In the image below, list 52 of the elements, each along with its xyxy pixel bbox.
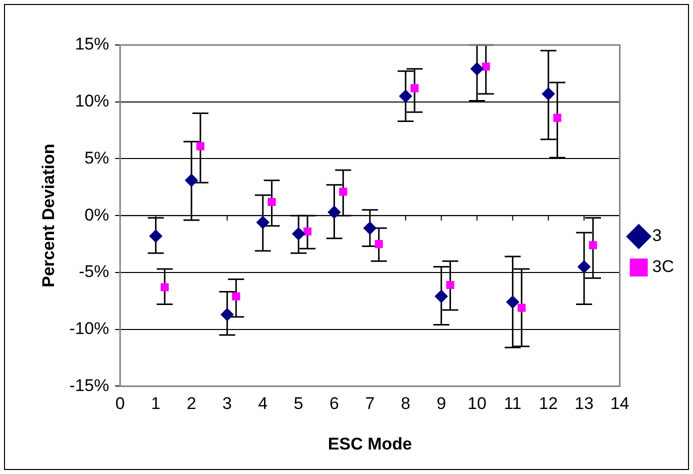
- x-tick-label: 2: [186, 394, 196, 414]
- y-tick-label: -5%: [78, 262, 110, 282]
- point: [482, 62, 490, 71]
- point: [339, 188, 348, 196]
- point: [553, 114, 562, 122]
- x-tick-label: 10: [468, 394, 486, 414]
- x-tick-label: 8: [400, 394, 410, 414]
- y-axis-title: Percent Deviation: [38, 144, 58, 288]
- point: [328, 206, 341, 219]
- x-tick-label: 1: [151, 394, 161, 414]
- point: [399, 90, 412, 103]
- y-tick-label: -10%: [69, 319, 110, 338]
- point: [434, 290, 448, 303]
- y-tick-label: 5%: [84, 148, 110, 168]
- x-axis-title: ESC Mode: [328, 434, 412, 454]
- y-tick-label: -15%: [69, 376, 110, 395]
- x-tick-label: 11: [504, 394, 522, 414]
- y-tick-label: 15%: [75, 34, 110, 54]
- x-tick-label: 5: [294, 394, 304, 414]
- point: [446, 280, 454, 290]
- point: [303, 227, 312, 236]
- x-tick-label: 13: [574, 394, 594, 414]
- y-tick-label: 10%: [75, 92, 110, 111]
- x-tick-label: 14: [610, 394, 630, 414]
- x-tick-label: 3: [222, 394, 232, 414]
- point: [410, 84, 419, 92]
- legend-label: 3: [652, 226, 662, 246]
- y-tick-label: 0%: [84, 205, 110, 224]
- point: [149, 230, 162, 243]
- point: [542, 87, 555, 100]
- point: [470, 62, 484, 76]
- point: [292, 227, 306, 240]
- point: [196, 142, 204, 150]
- point: [506, 296, 520, 309]
- point: [588, 241, 598, 250]
- x-tick-label: 7: [365, 394, 375, 414]
- x-tick-label: 4: [258, 394, 268, 414]
- point: [363, 222, 376, 235]
- point: [184, 174, 198, 187]
- point: [256, 216, 270, 229]
- x-tick-label: 6: [330, 394, 339, 414]
- point: [374, 240, 383, 248]
- point: [578, 260, 591, 274]
- x-tick-label: 9: [436, 394, 446, 414]
- point: [220, 308, 234, 322]
- point: [232, 292, 240, 300]
- x-tick-label: 0: [115, 394, 125, 414]
- x-tick-label: 12: [538, 394, 558, 414]
- legend-label: 3C: [652, 257, 674, 276]
- point: [518, 304, 526, 312]
- point: [268, 198, 276, 206]
- point: [160, 283, 169, 292]
